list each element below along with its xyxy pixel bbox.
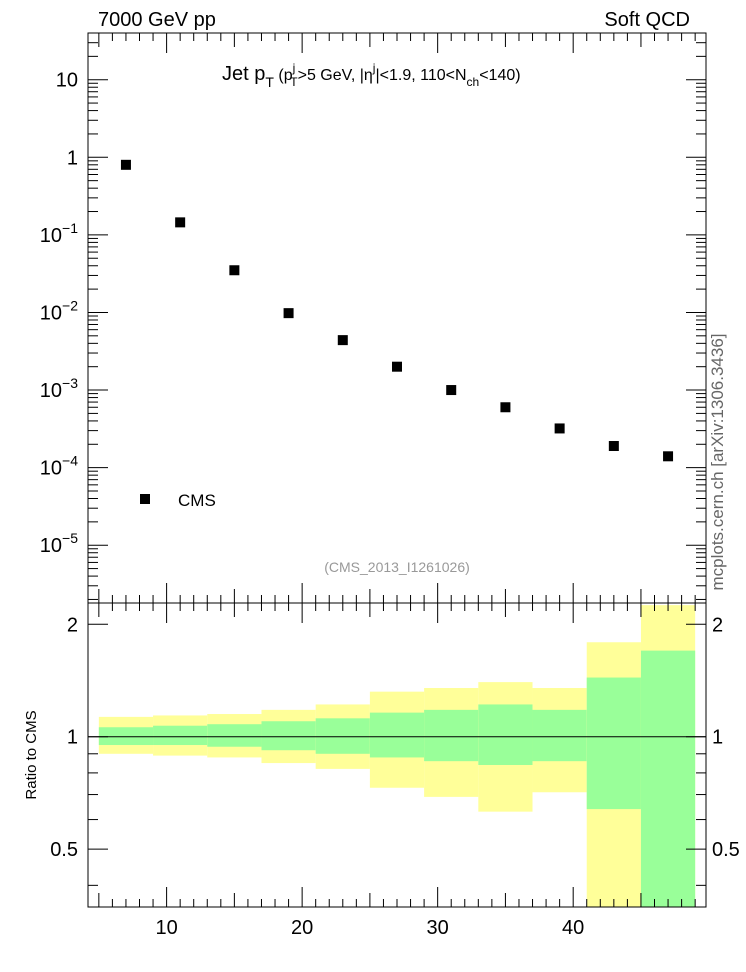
data-point [500, 402, 511, 413]
main-panel: Jet pT (pj T>5 GeV, |ηj|<1.9, 110<Nch<140… [40, 32, 707, 604]
main-title: Jet pT (pj T>5 GeV, |ηj|<1.9, 110<Nch<140… [222, 61, 521, 90]
ratio-x-ticks: 10 20 30 40 [98, 603, 696, 939]
main-y-tick-label: 10−1 [40, 220, 78, 247]
inner-band [261, 721, 316, 751]
data-point [175, 217, 186, 228]
header-left: 7000 GeV pp [98, 9, 216, 31]
data-point [283, 308, 294, 319]
main-y-tick-label: 10 [56, 70, 78, 92]
inner-band [315, 718, 370, 754]
main-y-tick-label: 1 [67, 147, 78, 169]
main-y-tick-label: 10−5 [40, 530, 78, 557]
cms-markers [120, 159, 674, 462]
inner-band [153, 725, 208, 746]
data-point [337, 335, 348, 346]
inner-band [532, 709, 587, 762]
ratio-y-tick-label: 0.5 [50, 839, 78, 861]
ratio-x-tick-label: 10 [155, 917, 177, 939]
header-right: Soft QCD [604, 9, 690, 31]
ratio-y-ticks: 2 2 1 1 0.5 0.5 [50, 614, 740, 886]
side-label: mcplots.cern.ch [arXiv:1306.3436] [708, 333, 727, 590]
data-point [554, 423, 565, 434]
main-x-ticks [98, 33, 696, 603]
main-y-tick-label: 10−4 [40, 453, 78, 480]
ratio-panel: 2 2 1 1 0.5 0.5 10 20 30 40 Ratio to CMS [23, 602, 740, 939]
ratio-bands [98, 605, 696, 907]
main-y-tick-label: 10−3 [40, 375, 78, 402]
ratio-y-tick-label-right: 2 [712, 614, 723, 636]
inner-band [478, 704, 533, 765]
legend-label: CMS [178, 491, 216, 510]
ratio-y-tick-label-right: 0.5 [712, 839, 740, 861]
inner-band [640, 650, 696, 907]
analysis-label: (CMS_2013_I1261026) [324, 559, 470, 575]
ratio-x-tick-label: 30 [427, 917, 449, 939]
ratio-y-tick-label: 2 [67, 614, 78, 636]
ratio-x-tick-label: 20 [291, 917, 313, 939]
ratio-x-tick-label: 40 [562, 917, 584, 939]
inner-band [369, 712, 425, 758]
data-point [446, 385, 457, 396]
data-point [608, 441, 619, 452]
inner-band [586, 677, 641, 810]
legend-marker [140, 494, 150, 504]
inner-band [207, 724, 262, 747]
ratio-y-tick-label-right: 1 [712, 727, 723, 749]
data-point [120, 159, 131, 170]
main-y-ticks: 10 1 10−1 10−2 10−3 10−4 10−5 [40, 32, 706, 600]
ratio-y-tick-label: 1 [67, 727, 78, 749]
ratio-y-label: Ratio to CMS [23, 710, 40, 799]
inner-band [98, 727, 154, 746]
data-point [392, 361, 402, 372]
inner-band [424, 709, 479, 762]
data-point [229, 265, 240, 276]
main-frame [87, 32, 707, 604]
data-point [663, 451, 674, 462]
main-y-tick-label: 10−2 [40, 297, 78, 324]
